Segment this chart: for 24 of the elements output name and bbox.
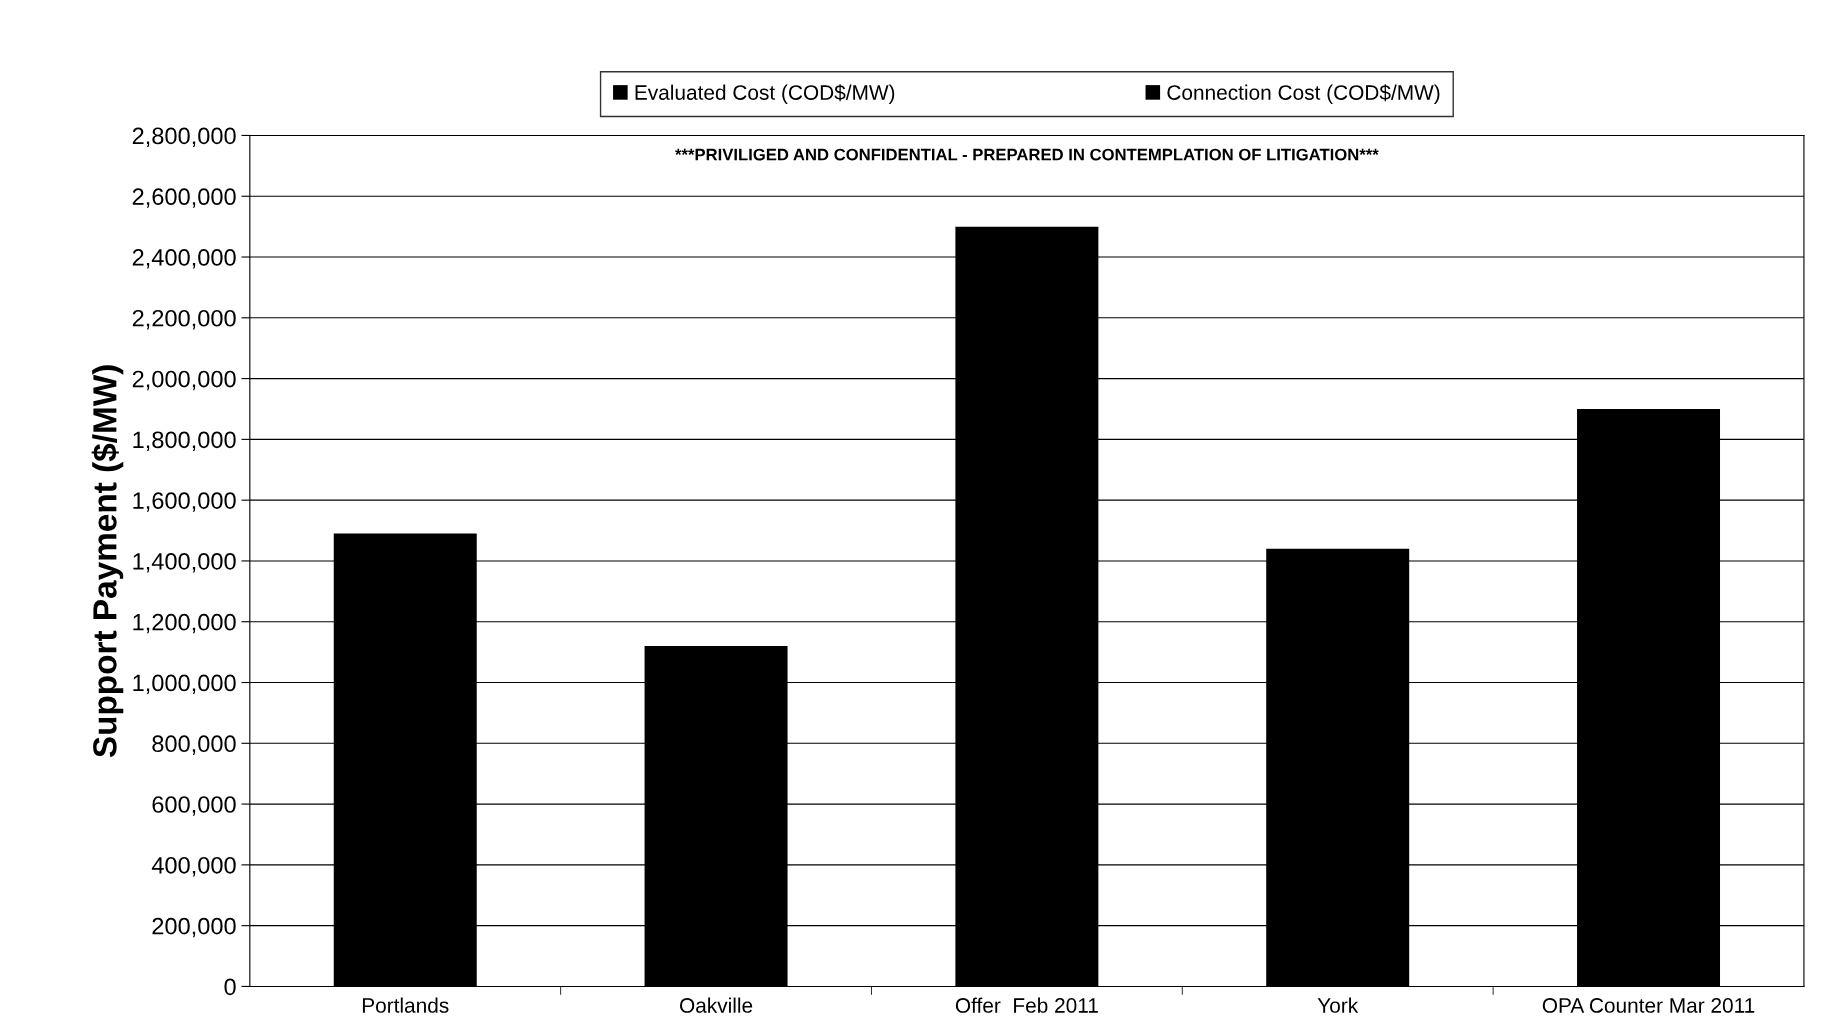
y-tick-label: 800,000: [152, 735, 236, 755]
y-tick-label: 2,600,000: [132, 188, 236, 208]
y-tick-label: 1,200,000: [133, 613, 236, 634]
x-tick-label: OPA Counter Mar 2011: [1542, 998, 1755, 1013]
y-tick-label: 2,400,000: [132, 249, 236, 269]
y-tick-label: 1,400,000: [133, 553, 236, 573]
y-axis-title: Support Payment ($/MW): [91, 365, 124, 758]
y-tick-label: 2,200,000: [132, 309, 236, 330]
x-tick-label: Oakville: [680, 997, 753, 1013]
y-tick-label: 1,600,000: [133, 492, 236, 512]
y-tick-label: 0: [224, 978, 236, 996]
y-tick-label: 1,800,000: [133, 431, 236, 451]
x-tick-label: York: [1317, 997, 1359, 1013]
y-tick-label: 200,000: [152, 917, 236, 938]
y-tick-label: 2,000,000: [132, 370, 236, 391]
legend-label: Evaluated Cost (COD$/MW): [635, 84, 895, 105]
legend-label: Connection Cost (COD$/MW): [1167, 84, 1440, 105]
x-tick-label: Offer Feb 2011: [955, 997, 1098, 1013]
y-tick-label: 1,000,000: [133, 674, 236, 695]
x-tick-label: Portlands: [362, 997, 449, 1013]
y-tick-label: 2,800,000: [132, 127, 236, 148]
annotation: ***PRIVILIGED AND CONFIDENTIAL - PREPARED IN CONTEMPLATION OF LITIGATION***: [675, 148, 1379, 161]
y-tick-label: 600,000: [152, 796, 236, 816]
y-tick-label: 400,000: [151, 856, 236, 877]
